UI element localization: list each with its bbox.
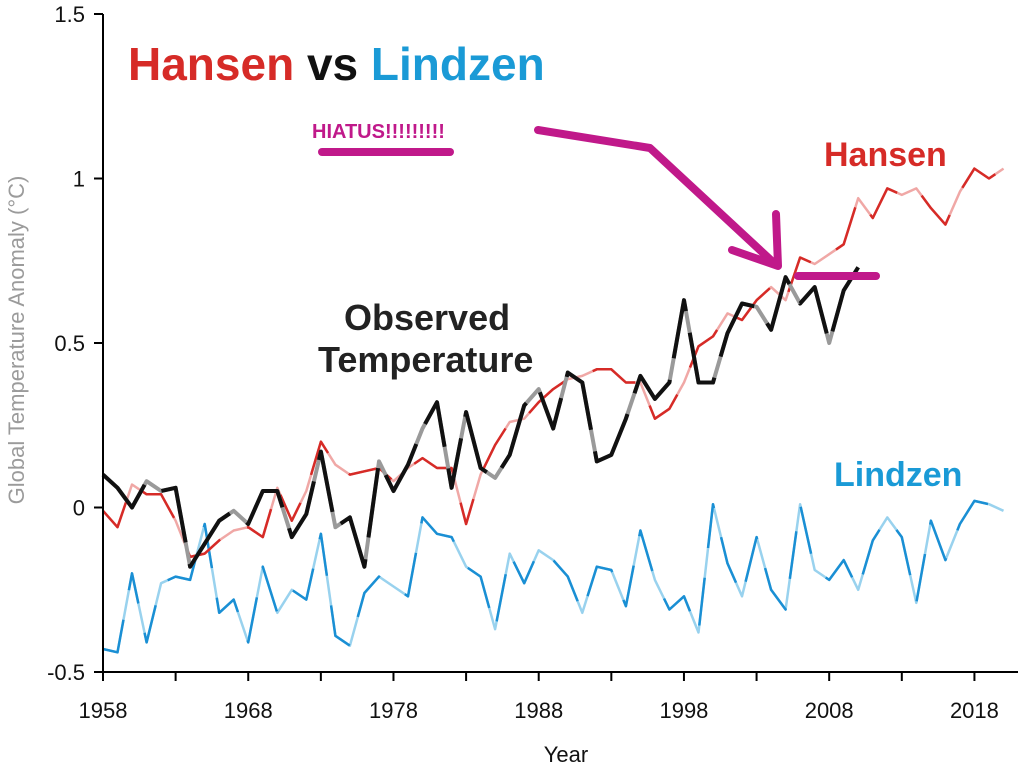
chart-title: Hansen vs Lindzen [128,38,545,90]
y-tick-label: 0.5 [54,331,85,356]
series-label-observed-line1: Observed [344,297,510,338]
y-tick-label: 1.5 [54,2,85,27]
series-lindzen [102,499,1005,654]
x-tick-label: 2018 [950,698,999,723]
series-line [102,499,1005,654]
y-tick-label: 0 [73,496,85,521]
axes [102,14,1018,673]
hiatus-arrow-head [728,210,782,270]
x-tick-label: 1988 [514,698,563,723]
hiatus-label: HIATUS!!!!!!!!! [312,121,445,143]
x-axis-title: Year [544,742,588,767]
x-tick-label: 1998 [659,698,708,723]
series-line-faded [102,167,1005,559]
x-tick-label: 1978 [369,698,418,723]
y-tick-label: -0.5 [47,660,85,685]
y-axis-title: Global Temperature Anomaly (°C) [4,176,29,505]
x-tick-label: 1968 [224,698,273,723]
x-tick-label: 2008 [805,698,854,723]
series-layer [101,167,1005,654]
hiatus-arrow-shaft [534,126,779,268]
x-tick-label: 1958 [79,698,128,723]
series-hansen [102,167,1005,559]
y-tick-label: 1 [73,167,85,192]
series-label-hansen: Hansen [824,136,947,174]
ticks: -0.5 0 0.5 1 1.5 1958 1968 1978 1988 1998 2008 2018 [47,2,999,723]
title-hansen: Hansen [128,38,294,90]
series-label-observed-line2: Temperature [318,339,533,380]
series-label-lindzen: Lindzen [834,456,962,494]
title-vs: vs [294,38,371,90]
series-line-faded [102,499,1005,654]
hiatus-annotation: HIATUS!!!!!!!!! [312,121,880,280]
title-lindzen: Lindzen [371,38,545,90]
series-line [102,167,1005,559]
